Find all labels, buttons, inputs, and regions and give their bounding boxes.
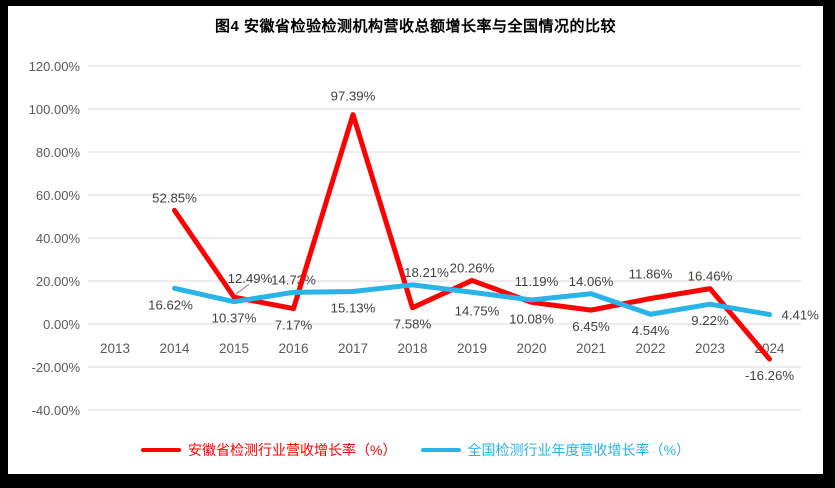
x-axis-tick-label: 2014 — [159, 341, 190, 356]
data-point-label: 11.19% — [515, 274, 559, 289]
data-point-label: 10.37% — [212, 311, 257, 326]
y-axis-tick-label: 60.00% — [36, 188, 81, 203]
x-axis-tick-label: 2016 — [278, 341, 308, 356]
data-point-label: 4.41% — [782, 308, 820, 323]
y-axis-tick-label: 100.00% — [29, 102, 81, 117]
x-axis-tick-label: 2023 — [695, 341, 725, 356]
x-axis-tick-label: 2017 — [338, 341, 368, 356]
x-axis-tick-label: 2018 — [397, 341, 427, 356]
national-growth-line — [172, 282, 772, 318]
y-axis-tick-label: -20.00% — [32, 360, 81, 375]
x-axis-tick-label: 2022 — [635, 341, 665, 356]
data-point-label: 10.08% — [509, 311, 554, 326]
data-point-label: 14.73% — [271, 272, 316, 287]
data-point-label: 16.62% — [148, 297, 193, 312]
x-axis-tick-label: 2019 — [457, 341, 487, 356]
x-axis-tick-label: 2015 — [219, 341, 249, 356]
anhui-series-swatch-icon — [141, 448, 182, 452]
data-point-label: 4.54% — [632, 323, 670, 338]
data-point-label: 14.06% — [569, 274, 614, 289]
chart-title: 图4 安徽省检验检测机构营收总额增长率与全国情况的比较 — [214, 18, 616, 35]
y-axis-tick-label: -40.00% — [32, 403, 81, 418]
y-axis-tick-label: 0.00% — [43, 317, 80, 332]
data-point-label: 20.26% — [450, 260, 495, 275]
y-axis-tick-label: 120.00% — [29, 59, 81, 74]
data-point-label: 7.17% — [275, 318, 313, 333]
data-point-label: 11.86% — [629, 267, 673, 282]
legend-label-national: 全国检测行业年度营收增长率（%） — [467, 442, 690, 458]
y-axis-tick-label: 20.00% — [36, 274, 81, 289]
data-point-label: 16.46% — [688, 269, 733, 284]
data-point-label: 14.75% — [455, 303, 500, 318]
legend-label-anhui: 安徽省检测行业营收增长率（%） — [188, 442, 397, 458]
y-axis-tick-label: 40.00% — [36, 231, 81, 246]
national-series-swatch-icon — [420, 448, 461, 452]
data-point-label: 7.58% — [394, 317, 432, 332]
anhui-growth-line — [172, 112, 772, 362]
label-leader-line — [235, 283, 250, 295]
data-point-label: -16.26% — [745, 368, 794, 383]
chart-canvas: 图4 安徽省检验检测机构营收总额增长率与全国情况的比较 120.00% 100.0… — [8, 6, 823, 474]
legend-item-anhui: 安徽省检测行业营收增长率（%） — [141, 440, 397, 460]
data-point-label: 52.85% — [152, 190, 197, 205]
data-point-label: 18.21% — [404, 265, 449, 280]
data-point-label: 15.13% — [331, 300, 376, 315]
legend-item-national: 全国检测行业年度营收增长率（%） — [420, 440, 690, 460]
data-point-label: 6.45% — [572, 319, 610, 334]
line-chart: 120.00% 100.00% 80.00% 60.00% 40.00% 20.00% 0.… — [29, 59, 820, 418]
x-axis-tick-label: 2021 — [576, 341, 606, 356]
data-point-label: 9.22% — [691, 313, 729, 328]
data-point-label: 12.49% — [228, 271, 273, 286]
x-axis-tick-label: 2020 — [516, 341, 546, 356]
y-axis-tick-label: 80.00% — [36, 145, 81, 160]
x-axis-tick-label: 2013 — [100, 341, 130, 356]
data-point-label: 97.39% — [331, 89, 376, 104]
chart-legend: 安徽省检测行业营收增长率（%） 全国检测行业年度营收增长率（%） — [8, 440, 823, 460]
